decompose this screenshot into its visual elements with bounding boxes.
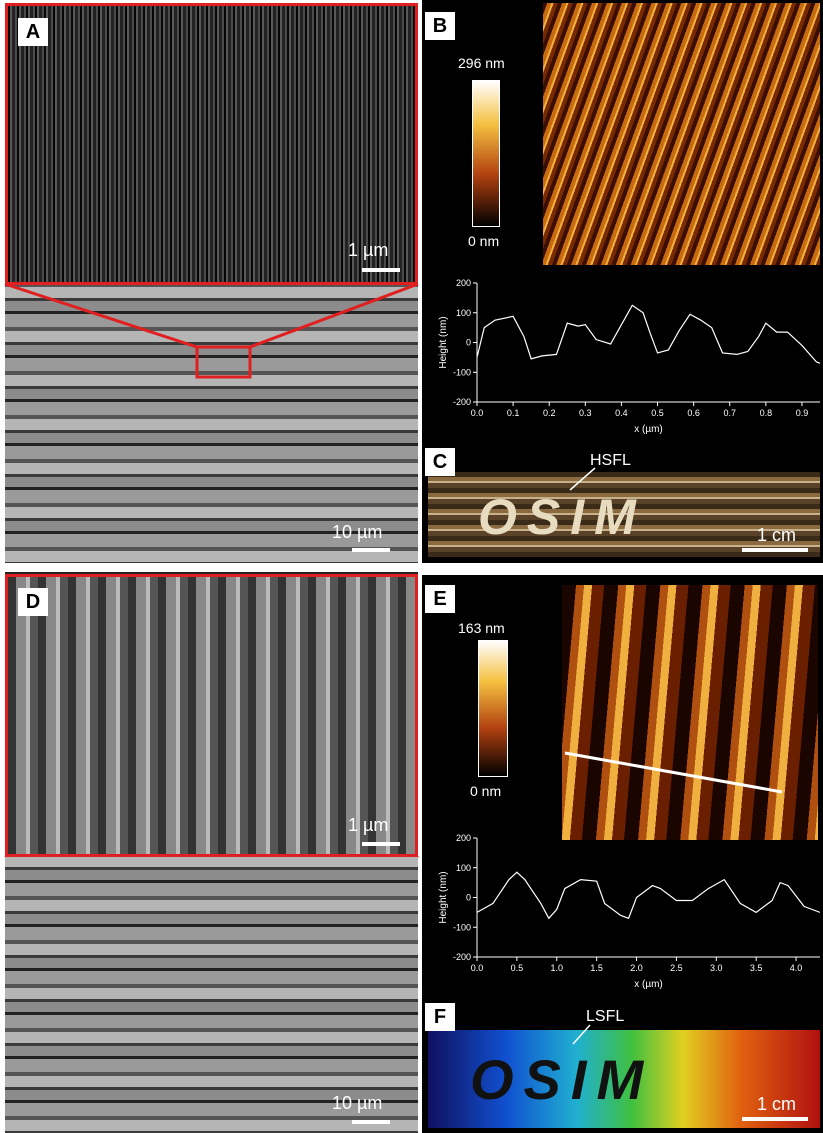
colorbar-max: 296 nm <box>458 55 505 71</box>
afm-image <box>562 585 818 840</box>
scale-label: 1 cm <box>757 525 796 546</box>
profile-chart: -200 -100 0 100 200 0.0 0.5 1.0 1.5 2.0 2.5 3.0 3.5 4… <box>422 825 823 1000</box>
panel-label: D <box>18 588 48 616</box>
x-tick-label: 0.9 <box>796 408 809 418</box>
y-tick-label: 100 <box>456 863 471 873</box>
photo-text: OSIM <box>470 1047 653 1112</box>
scale-bar <box>362 268 400 272</box>
y-tick-label: -200 <box>453 397 471 407</box>
x-axis-label: x (µm) <box>634 979 663 990</box>
x-tick-label: 0.3 <box>579 408 592 418</box>
panel-label: B <box>425 12 455 40</box>
x-tick-label: 0.0 <box>471 408 484 418</box>
photo-text: OSIM <box>478 488 646 546</box>
scale-bar <box>352 548 390 552</box>
scale-label: 1 µm <box>348 815 388 836</box>
y-tick-label: 0 <box>466 338 471 348</box>
y-tick-label: -100 <box>453 922 471 932</box>
panel-label: A <box>18 18 48 46</box>
y-tick-label: -200 <box>453 952 471 962</box>
scale-label: 10 µm <box>332 1093 382 1114</box>
y-axis-label: Height (nm) <box>438 316 449 368</box>
x-tick-label: 2.0 <box>630 963 643 973</box>
y-tick-label: -100 <box>453 367 471 377</box>
scale-label: 1 µm <box>348 240 388 261</box>
x-tick-label: 0.4 <box>615 408 628 418</box>
afm-image <box>543 3 820 265</box>
y-tick-label: 200 <box>456 278 471 288</box>
x-tick-label: 2.5 <box>670 963 683 973</box>
y-tick-label: 0 <box>466 893 471 903</box>
colorbar-max: 163 nm <box>458 620 505 636</box>
scale-bar <box>742 548 808 552</box>
scale-bar <box>352 1120 390 1124</box>
x-axis-label: x (µm) <box>634 424 663 435</box>
x-tick-label: 0.5 <box>651 408 664 418</box>
colorbar <box>478 640 508 777</box>
x-tick-label: 4.0 <box>790 963 803 973</box>
scale-label: 10 µm <box>332 522 382 543</box>
panel-label: E <box>425 585 455 613</box>
x-tick-label: 3.5 <box>750 963 763 973</box>
scale-bar <box>742 1117 808 1121</box>
panel-label: F <box>425 1003 455 1031</box>
profile-line <box>477 872 820 918</box>
y-tick-label: 100 <box>456 308 471 318</box>
colorbar-min: 0 nm <box>468 233 499 249</box>
x-tick-label: 0.6 <box>687 408 700 418</box>
profile-chart: -200 -100 0 100 200 0.0 0.1 0.2 0.3 0.4 0.5 0.6 0.7 0… <box>422 270 823 445</box>
x-tick-label: 1.5 <box>590 963 603 973</box>
x-tick-label: 0.0 <box>471 963 484 973</box>
y-axis-label: Height (nm) <box>438 871 449 923</box>
y-tick-label: 200 <box>456 833 471 843</box>
x-tick-label: 0.8 <box>760 408 773 418</box>
x-tick-label: 0.1 <box>507 408 520 418</box>
x-tick-label: 0.7 <box>723 408 736 418</box>
profile-line <box>560 745 790 795</box>
x-tick-label: 0.2 <box>543 408 556 418</box>
x-tick-label: 1.0 <box>551 963 564 973</box>
colorbar-min: 0 nm <box>470 783 501 799</box>
scale-label: 1 cm <box>757 1094 796 1115</box>
annotation-line <box>565 1022 595 1047</box>
x-tick-label: 0.5 <box>511 963 524 973</box>
figure: A 1 µm 10 µm 296 nm 0 nm B -200 -100 0 100 2… <box>0 0 823 1133</box>
colorbar <box>472 80 500 227</box>
scale-bar <box>362 842 400 846</box>
profile-line <box>477 305 820 363</box>
annotation-line <box>560 465 600 495</box>
panel-label: C <box>425 448 455 476</box>
x-tick-label: 3.0 <box>710 963 723 973</box>
